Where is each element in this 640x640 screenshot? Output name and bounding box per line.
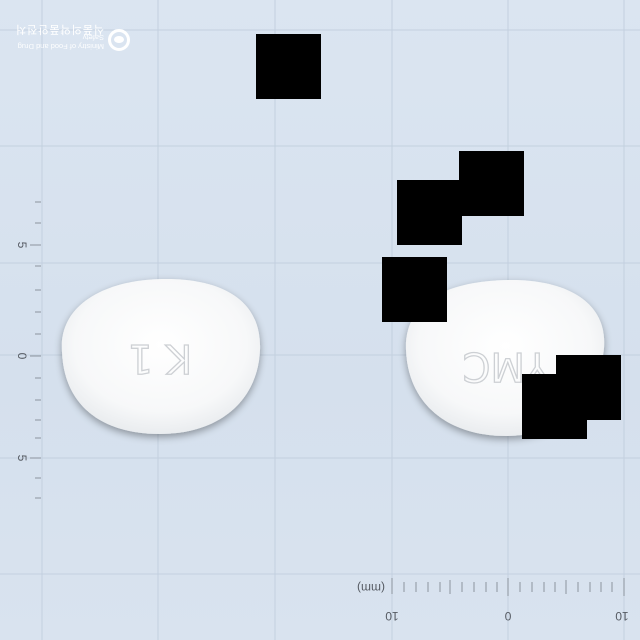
mfds-watermark: 식품의약품안전처 Ministry of Food and Drug Safet… [14,20,134,54]
redaction-block [522,374,587,439]
y-tick-label-top: 5 [15,242,29,249]
tablet-left [61,278,261,434]
vertical-ruler [30,201,41,499]
watermark-english: Ministry of Food and Drug Safety [17,33,104,51]
x-tick-label-left: 10 [385,609,399,623]
redaction-block [459,151,524,216]
redaction-block [256,34,321,99]
tablet-left-imprint: K 1 [128,335,192,381]
x-tick-label-right: 10 [615,609,629,623]
redaction-block [397,180,462,245]
horizontal-ruler [391,578,625,596]
x-tick-label-middle: 0 [504,609,511,623]
redaction-block [382,257,447,322]
y-tick-label-middle: 0 [15,353,29,360]
y-tick-label-bottom: 5 [15,455,29,462]
unit-label: (mm) [357,581,385,595]
mfds-logo-icon [108,29,130,51]
